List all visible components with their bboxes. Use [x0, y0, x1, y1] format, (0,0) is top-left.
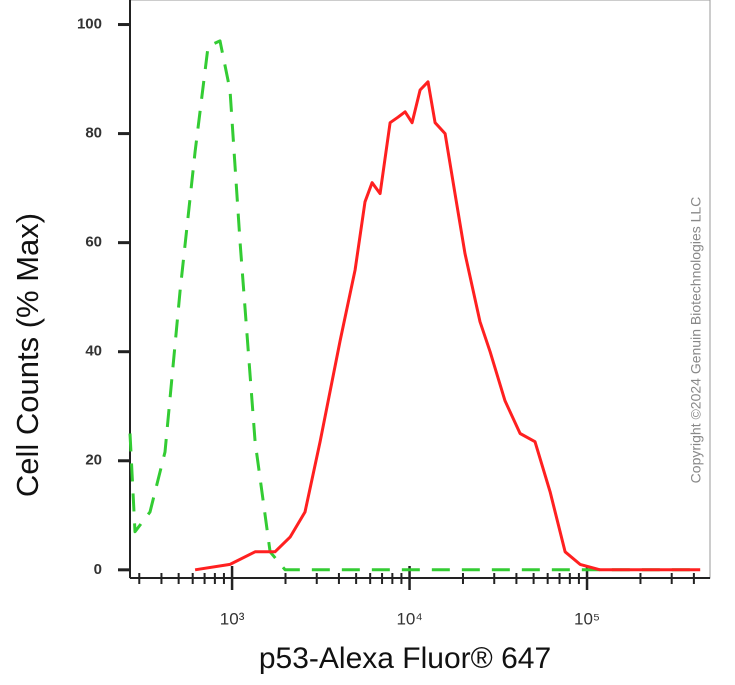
y-tick-label: 100 [77, 16, 102, 33]
y-tick-label: 80 [85, 125, 102, 142]
histogram-line [194, 80, 701, 572]
y-tick-label: 20 [85, 452, 102, 469]
histogram-line [128, 39, 701, 572]
x-tick-label: 10⁵ [574, 609, 600, 628]
y-axis-label: Cell Counts (% Max) [10, 213, 45, 497]
y-tick-label: 60 [85, 234, 102, 251]
x-tick-label: 10⁴ [396, 609, 422, 628]
y-tick-label: 40 [85, 343, 102, 360]
x-axis-label: p53-Alexa Fluor® 647 [259, 642, 551, 675]
y-tick-label: 0 [94, 561, 102, 578]
x-tick-label: 10³ [220, 609, 245, 628]
watermark: Copyright ©2024 Genuin Biotechnologies L… [688, 197, 704, 484]
plot-frame [129, 0, 711, 579]
